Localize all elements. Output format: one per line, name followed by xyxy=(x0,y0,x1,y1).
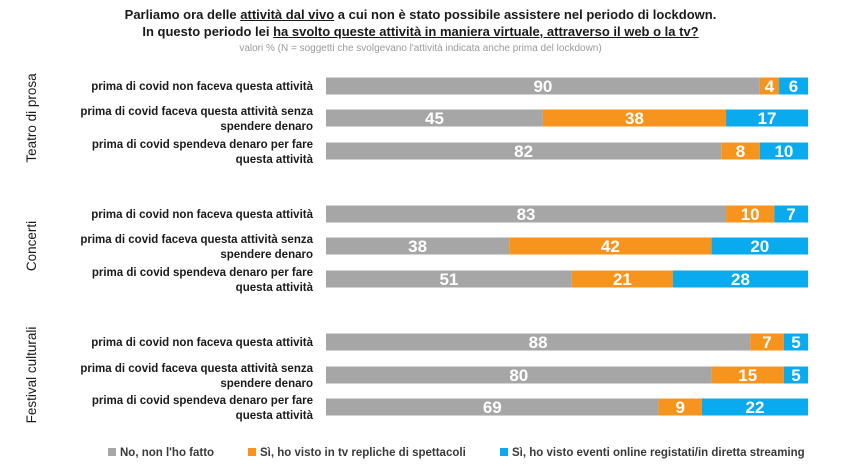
bar-segment xyxy=(759,77,780,95)
data-label: 83 xyxy=(517,205,536,224)
bar-segment xyxy=(721,142,760,160)
row-label: spendere denaro xyxy=(220,249,313,261)
bar-segment xyxy=(326,205,727,223)
bar-segment xyxy=(701,398,808,416)
data-label: 51 xyxy=(439,270,458,289)
bar-segment xyxy=(750,333,784,351)
data-label: 28 xyxy=(731,270,750,289)
bar-segment xyxy=(509,237,712,255)
data-label: 38 xyxy=(625,109,644,128)
group-label: Concerti xyxy=(24,221,39,271)
data-label: 38 xyxy=(408,237,427,256)
bar-segment xyxy=(726,205,775,223)
bar-segment xyxy=(673,270,808,288)
data-label: 42 xyxy=(601,237,620,256)
row-label: prima di covid spendeva denaro per fare xyxy=(92,267,313,279)
data-label: 90 xyxy=(533,77,552,96)
legend-label: Sì, ho visto eventi online registati/in … xyxy=(512,447,805,459)
row-label: prima di covid faceva questa attività se… xyxy=(80,106,313,118)
bar-segment xyxy=(326,142,722,160)
row-label: prima di covid faceva questa attività se… xyxy=(80,363,313,375)
data-label: 15 xyxy=(738,366,757,385)
data-label: 7 xyxy=(762,333,771,352)
title-line-1-underlined: attività dal vivo xyxy=(240,7,335,22)
bar-segment xyxy=(711,366,784,384)
legend-swatch xyxy=(500,448,508,456)
title-line-2-underlined: ha svolto queste attività in maniera vir… xyxy=(273,24,699,39)
bar-segment xyxy=(783,333,808,351)
data-label: 20 xyxy=(750,237,769,256)
data-label: 69 xyxy=(483,398,502,417)
data-label: 5 xyxy=(791,366,800,385)
row-label: prima di covid spendeva denaro per fare xyxy=(92,395,313,407)
data-label: 4 xyxy=(765,77,775,96)
bar-segment xyxy=(658,398,702,416)
title-line-2: In questo periodo lei ha svolto queste a… xyxy=(0,23,841,40)
row-label: prima di covid faceva questa attività se… xyxy=(80,234,313,246)
bar-segment xyxy=(571,270,674,288)
row-label: questa attività xyxy=(236,282,314,294)
data-label: 17 xyxy=(758,109,777,128)
row-label: prima di covid non faceva questa attivit… xyxy=(91,209,313,221)
bar-segment xyxy=(711,237,808,255)
bar-segment xyxy=(542,109,727,127)
bar-segment xyxy=(326,366,712,384)
bar-segment xyxy=(726,109,808,127)
data-label: 5 xyxy=(791,333,800,352)
group-label: Teatro di prosa xyxy=(24,73,39,163)
data-label: 45 xyxy=(425,109,444,128)
row-label: spendere denaro xyxy=(220,121,313,133)
data-label: 7 xyxy=(786,205,795,224)
title-line-1-pre: Parliamo ora delle xyxy=(124,7,241,22)
title-line-1: Parliamo ora delle attività dal vivo a c… xyxy=(0,6,841,23)
bar-segment xyxy=(326,237,510,255)
bar-segment xyxy=(326,398,659,416)
chart-title: Parliamo ora delle attività dal vivo a c… xyxy=(0,6,841,40)
bar-segment xyxy=(779,77,808,95)
bar-segment xyxy=(326,333,751,351)
data-label: 88 xyxy=(529,333,548,352)
row-label: questa attività xyxy=(236,154,314,166)
bar-segment xyxy=(783,366,808,384)
legend-label: Sì, ho visto in tv repliche di spettacol… xyxy=(260,447,466,459)
row-label: prima di covid non faceva questa attivit… xyxy=(91,81,313,93)
bar-segment xyxy=(326,109,543,127)
row-label: prima di covid non faceva questa attivit… xyxy=(91,337,313,349)
legend-swatch xyxy=(108,448,116,456)
row-label: questa attività xyxy=(236,410,314,422)
data-label: 8 xyxy=(736,142,745,161)
row-label: spendere denaro xyxy=(220,378,313,390)
data-label: 80 xyxy=(509,366,528,385)
data-label: 22 xyxy=(746,398,765,417)
data-label: 10 xyxy=(774,142,793,161)
chart-subtitle: valori % (N = soggetti che svolgevano l'… xyxy=(239,43,602,54)
data-label: 6 xyxy=(789,77,798,96)
legend-swatch xyxy=(248,448,256,456)
bar-segment xyxy=(759,142,808,160)
data-label: 10 xyxy=(741,205,760,224)
bar-segment xyxy=(774,205,808,223)
row-label: prima di covid spendeva denaro per fare xyxy=(92,139,313,151)
group-label: Festival culturali xyxy=(24,327,39,424)
title-line-2-pre: In questo periodo lei xyxy=(142,24,274,39)
bar-segment xyxy=(326,77,760,95)
bar-segment xyxy=(326,270,572,288)
data-label: 82 xyxy=(514,142,533,161)
legend-label: No, non l'ho fatto xyxy=(120,447,214,459)
title-line-1-post: a cui non è stato possibile assistere ne… xyxy=(334,7,717,22)
data-label: 21 xyxy=(613,270,632,289)
data-label: 9 xyxy=(676,398,685,417)
